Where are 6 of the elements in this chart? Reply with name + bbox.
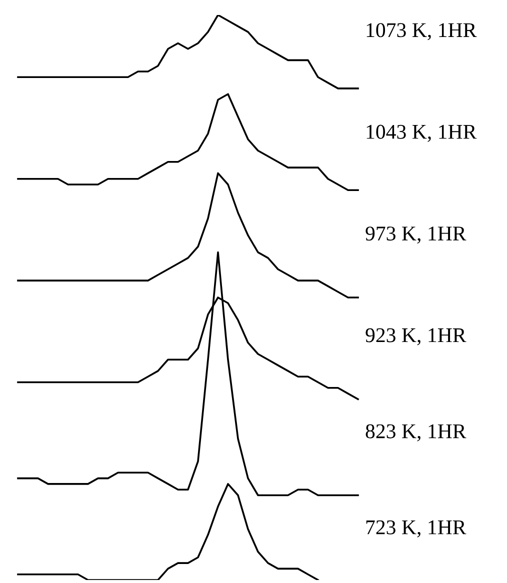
text: 723 K, 1HR [366, 520, 466, 538]
text: 1043 K, 1HR [366, 124, 477, 142]
text: 973 K, 1HR [366, 226, 466, 244]
text: 1073 K, 1HR [366, 23, 477, 40]
text: 923 K, 1HR [366, 328, 466, 346]
text: 823 K, 1HR [366, 424, 466, 442]
